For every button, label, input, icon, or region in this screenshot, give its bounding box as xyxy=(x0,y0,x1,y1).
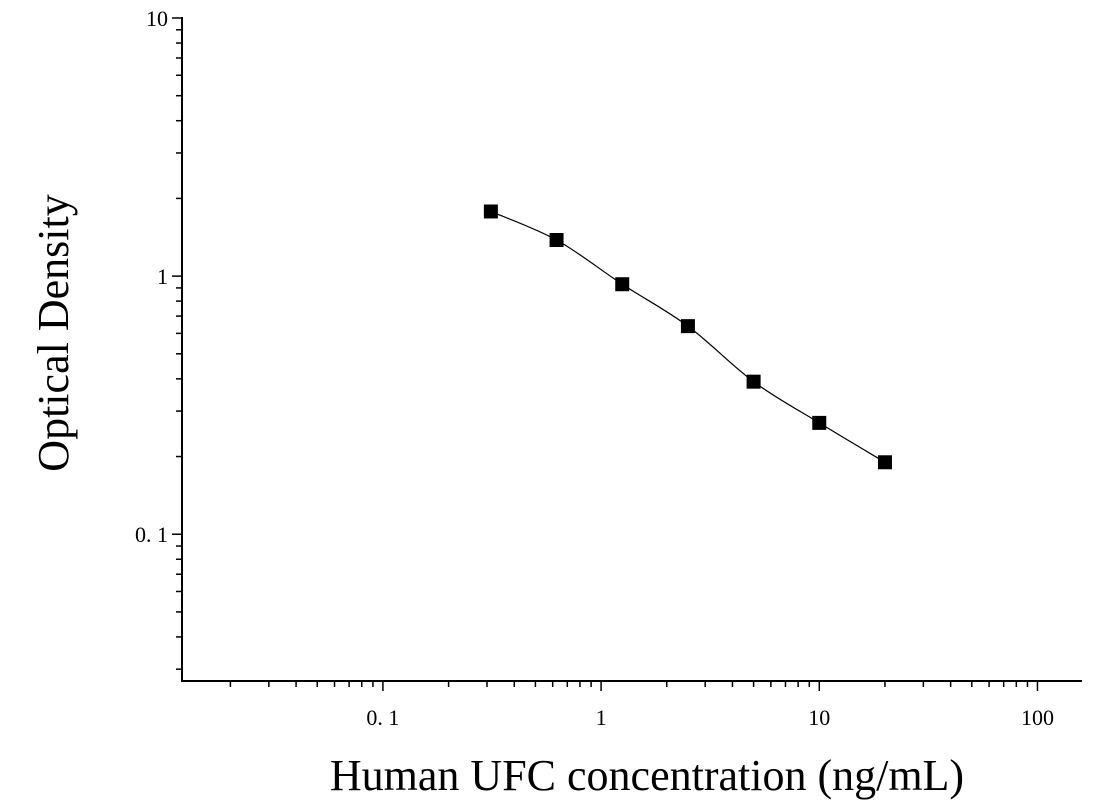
axes: 0. 1 1 10 100 0. 1 1 10 xyxy=(135,6,1082,730)
data-point xyxy=(680,319,695,334)
x-tick-label: 0. 1 xyxy=(366,705,399,730)
x-tick-label: 10 xyxy=(808,705,830,730)
y-tick-label: 0. 1 xyxy=(135,522,168,547)
data-point xyxy=(615,277,630,292)
x-axis-title: Human UFC concentration (ng/mL) xyxy=(330,751,964,800)
y-tick-label: 10 xyxy=(146,6,168,31)
y-tick-label: 1 xyxy=(157,264,168,289)
data-point xyxy=(746,374,761,389)
data-point xyxy=(812,415,827,430)
y-axis-title: Optical Density xyxy=(29,194,78,471)
data-point xyxy=(549,233,564,248)
data-point xyxy=(877,455,892,470)
data-point xyxy=(483,204,498,219)
data-markers xyxy=(483,204,892,470)
x-tick-label: 100 xyxy=(1021,705,1054,730)
x-tick-label: 1 xyxy=(596,705,607,730)
